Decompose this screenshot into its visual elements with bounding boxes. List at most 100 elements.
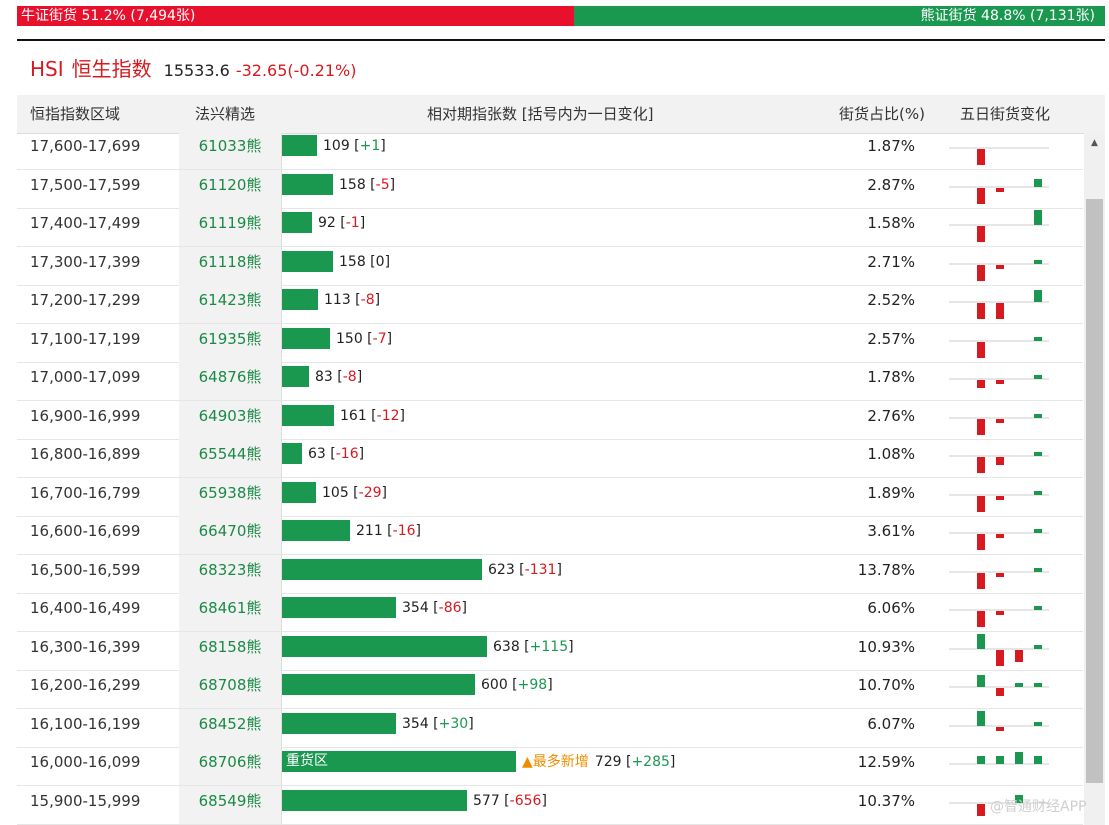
warrant-link[interactable]: 68549熊 — [198, 791, 262, 810]
warrant-link[interactable]: 64876熊 — [198, 368, 262, 386]
table-body[interactable]: 17,600-17,699 61033熊 109 [+1] 1.87% 17,500-1… — [17, 133, 1083, 825]
five-day-trend-chart — [949, 710, 1049, 731]
trend-bar — [977, 264, 985, 281]
trend-bar — [996, 534, 1004, 538]
warrant-link[interactable]: 61935熊 — [198, 329, 262, 348]
index-change: -32.65(-0.21%) — [235, 61, 357, 80]
five-day-trend-chart — [949, 567, 1049, 589]
contracts-cell: 92 [-1] — [281, 208, 822, 246]
up-arrow-icon[interactable]: ▲ — [1091, 138, 1098, 148]
daily-change: +30 — [438, 715, 469, 732]
daily-change: +115 — [529, 638, 569, 655]
contracts-value: 729 — [594, 754, 622, 770]
warrant-link[interactable]: 61120熊 — [198, 175, 262, 194]
trend-bar — [977, 803, 985, 816]
contracts-bar — [282, 597, 396, 618]
contracts-bar — [282, 751, 516, 772]
warrant-link[interactable]: 68706熊 — [198, 753, 262, 771]
trend-bar — [996, 688, 1004, 696]
trend-bar — [1034, 721, 1042, 726]
index-name[interactable]: 恒生指数 — [71, 57, 152, 81]
contracts-value: 638 — [493, 638, 520, 655]
contracts-text: 354 [-86] — [402, 600, 467, 616]
share-cell: 6.06% — [867, 599, 915, 617]
warrant-link[interactable]: 61423熊 — [198, 291, 262, 309]
share-cell: 10.37% — [857, 791, 915, 810]
daily-change: +98 — [517, 677, 548, 693]
share-cell: 1.89% — [867, 483, 915, 502]
warrant-link[interactable]: 61033熊 — [198, 137, 262, 155]
share-cell: 1.87% — [867, 137, 915, 155]
contracts-cell: 113 [-8] — [281, 285, 822, 323]
daily-change: -8 — [360, 292, 375, 308]
trend-bar — [1015, 683, 1023, 687]
trend-bar — [977, 149, 985, 165]
warrant-cell: 65938熊 — [179, 477, 281, 516]
daily-change: -86 — [438, 600, 462, 616]
daily-change: -8 — [342, 369, 357, 385]
warrant-cell: 64876熊 — [179, 362, 281, 400]
share-cell: 2.71% — [867, 252, 915, 271]
trend-bar — [977, 572, 985, 589]
contracts-cell: 158 [-5] — [281, 169, 822, 208]
warrant-link[interactable]: 65544熊 — [198, 445, 262, 463]
warrant-link[interactable]: 66470熊 — [198, 522, 262, 540]
warrant-link[interactable]: 68158熊 — [198, 637, 262, 656]
range-cell: 16,500-16,599 — [30, 560, 141, 579]
contracts-bar — [282, 635, 487, 657]
range-cell: 16,700-16,799 — [30, 483, 141, 502]
trend-bar — [996, 457, 1004, 465]
table-row: 17,600-17,699 61033熊 109 [+1] 1.87% — [17, 133, 1083, 170]
daily-change: -16 — [335, 446, 359, 462]
warrant-link[interactable]: 61119熊 — [198, 214, 262, 232]
contracts-value: 161 — [340, 407, 367, 424]
trend-bar — [977, 418, 985, 435]
table-row: 16,700-16,799 65938熊 105 [-29] 1.89% — [17, 477, 1083, 517]
warrant-link[interactable]: 68461熊 — [198, 599, 262, 617]
five-day-trend-chart — [949, 675, 1049, 696]
five-day-trend-chart — [949, 290, 1049, 319]
warrant-cell: 68708熊 — [179, 670, 281, 708]
trend-bar — [977, 756, 985, 764]
scrollbar[interactable]: ▲ — [1084, 133, 1105, 825]
bull-bear-ratio-bar: 牛证街货 51.2% (7,494张) 熊证街货 48.8% (7,131张) — [17, 6, 1105, 26]
warrant-cell: 68158熊 — [179, 631, 281, 670]
table-row: 16,200-16,299 68708熊 600 [+98] 10.70% — [17, 670, 1083, 709]
warrant-link[interactable]: 68452熊 — [198, 714, 262, 733]
table-row: 16,400-16,499 68461熊 354 [-86] 6.06% — [17, 593, 1083, 632]
contracts-value: 354 — [402, 600, 429, 616]
warrant-link[interactable]: 68323熊 — [198, 560, 262, 579]
contracts-cell: 105 [-29] — [281, 477, 822, 516]
warrant-cell: 68706熊 — [179, 747, 281, 785]
contracts-bar — [282, 789, 467, 811]
trend-bar — [996, 649, 1004, 666]
contracts-text: 105 [-29] — [322, 484, 387, 501]
warrant-cell: 61118熊 — [179, 246, 281, 285]
scroll-thumb[interactable] — [1086, 199, 1103, 783]
index-code[interactable]: HSI — [30, 57, 64, 81]
trend-bar — [977, 611, 985, 627]
range-cell: 16,400-16,499 — [30, 599, 141, 617]
warrant-link[interactable]: 61118熊 — [198, 252, 262, 271]
warrant-cell: 65544熊 — [179, 439, 281, 477]
daily-change: +285 — [631, 754, 670, 770]
contracts-cell: 109 [+1] — [281, 133, 822, 169]
contracts-text: 354 [+30] — [402, 715, 474, 732]
trend-bar — [996, 611, 1004, 615]
range-cell: 17,000-17,099 — [30, 368, 141, 386]
warrant-cell: 61423熊 — [179, 285, 281, 323]
five-day-trend-chart — [949, 336, 1049, 358]
trend-bar — [977, 341, 985, 358]
trend-bar — [996, 495, 1004, 500]
range-cell: 17,500-17,599 — [30, 175, 141, 194]
range-cell: 15,900-15,999 — [30, 791, 141, 810]
trend-bar — [977, 633, 985, 649]
daily-change: +1 — [359, 138, 381, 154]
trend-bar — [977, 187, 985, 204]
warrant-link[interactable]: 68708熊 — [198, 676, 262, 694]
trend-bar — [1034, 644, 1042, 649]
warrant-link[interactable]: 64903熊 — [198, 406, 262, 425]
warrant-link[interactable]: 65938熊 — [198, 483, 262, 502]
contracts-value: 113 — [324, 292, 351, 308]
contracts-cell: 150 [-7] — [281, 323, 822, 362]
